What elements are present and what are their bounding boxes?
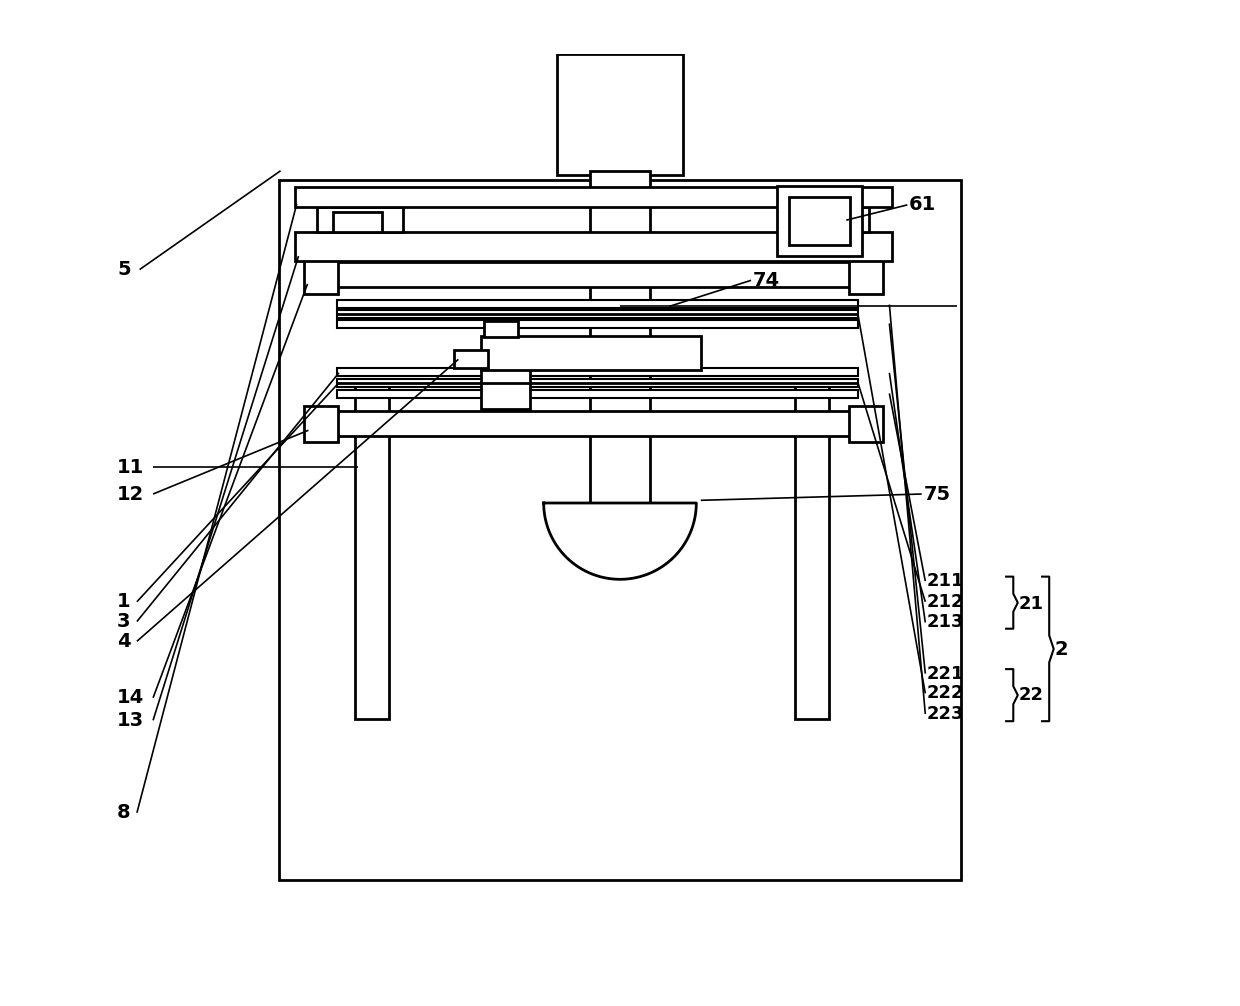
- Bar: [337, 368, 858, 376]
- Text: 14: 14: [117, 688, 144, 707]
- Bar: [355, 386, 389, 718]
- Bar: [337, 300, 858, 308]
- Bar: [849, 406, 883, 442]
- Bar: [849, 258, 883, 294]
- Bar: [304, 258, 339, 294]
- Bar: [481, 336, 701, 370]
- Bar: [295, 231, 892, 261]
- Text: 61: 61: [909, 195, 936, 214]
- Bar: [481, 364, 531, 408]
- Text: 8: 8: [117, 803, 130, 822]
- Bar: [304, 406, 339, 442]
- Text: 5: 5: [117, 260, 130, 279]
- Bar: [337, 310, 858, 318]
- Text: 3: 3: [117, 612, 130, 631]
- Bar: [332, 212, 382, 231]
- Text: 213: 213: [928, 614, 965, 632]
- Text: 74: 74: [753, 271, 780, 290]
- Text: 12: 12: [117, 485, 144, 504]
- Bar: [315, 263, 872, 288]
- Bar: [484, 321, 517, 337]
- Bar: [590, 171, 650, 503]
- Text: 13: 13: [117, 711, 144, 729]
- Bar: [789, 197, 849, 245]
- Text: 212: 212: [928, 593, 965, 611]
- Text: 4: 4: [117, 632, 130, 651]
- Text: 2: 2: [1054, 640, 1068, 659]
- Bar: [784, 206, 869, 231]
- Bar: [295, 187, 892, 206]
- Text: 211: 211: [928, 572, 965, 591]
- Bar: [337, 320, 858, 328]
- Text: 1: 1: [117, 593, 130, 612]
- Bar: [337, 390, 858, 398]
- Text: 11: 11: [117, 458, 144, 477]
- Bar: [800, 212, 849, 231]
- Bar: [777, 186, 863, 257]
- Text: 221: 221: [928, 665, 965, 683]
- Text: 75: 75: [924, 485, 951, 504]
- Bar: [337, 379, 858, 387]
- Text: 22: 22: [1019, 686, 1044, 704]
- Bar: [454, 350, 489, 368]
- Text: 222: 222: [928, 684, 965, 702]
- Text: 223: 223: [928, 705, 965, 723]
- Polygon shape: [543, 503, 697, 579]
- Bar: [795, 386, 830, 718]
- Bar: [317, 206, 403, 231]
- Text: 21: 21: [1019, 595, 1044, 613]
- Bar: [315, 410, 872, 436]
- Bar: [279, 180, 961, 880]
- Bar: [557, 54, 683, 175]
